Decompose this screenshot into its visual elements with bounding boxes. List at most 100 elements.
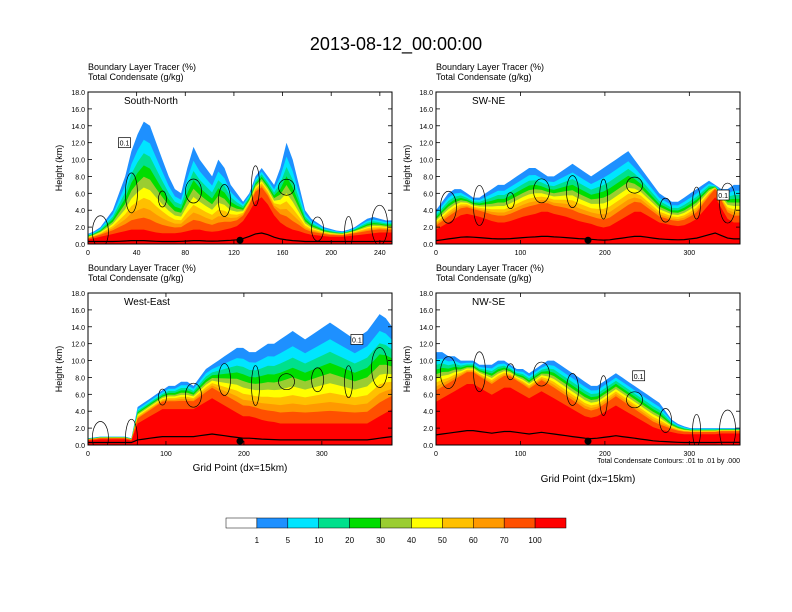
- x-tick-label: 0: [434, 250, 438, 257]
- x-tick-label: 0: [86, 451, 90, 458]
- x-tick-label: 0: [434, 451, 438, 458]
- y-tick-label: 12.0: [419, 141, 433, 148]
- panel-header-tracer: Boundary Layer Tracer (%): [88, 62, 196, 72]
- contour-label-text: 0.1: [718, 193, 728, 200]
- tracer-field: 0.1: [88, 314, 392, 445]
- panel-frame: [87, 292, 393, 446]
- y-tick-label: 10.0: [419, 158, 433, 165]
- panel-nw-se: Boundary Layer Tracer (%)Total Condensat…: [402, 263, 741, 485]
- y-tick-label: 12.0: [71, 141, 85, 148]
- x-tick-label: 200: [238, 451, 250, 458]
- y-tick-label: 18.0: [419, 90, 433, 97]
- condensate-contour: [566, 175, 579, 208]
- condensate-contour: [344, 216, 353, 244]
- contour-label-text: 0.1: [352, 337, 362, 344]
- y-tick-label: 6.0: [423, 392, 433, 399]
- y-axis-label: Height (km): [54, 346, 64, 393]
- panel-label: SW-NE: [472, 96, 505, 107]
- condensate-contour: [692, 414, 701, 445]
- contour-label-text: 0.1: [120, 141, 130, 148]
- tracer-band-10: [436, 197, 740, 244]
- condensate-contour: [533, 361, 550, 387]
- tracer-field: 0.1: [436, 151, 740, 244]
- colorbar: 1 5 10 20 30 40 50 60 70 100: [225, 517, 567, 545]
- tracer-band-9: [88, 187, 392, 244]
- tracer-band-10: [88, 197, 392, 244]
- x-tick-label: 240: [374, 250, 386, 257]
- condensate-contours: [92, 165, 388, 244]
- condensate-contour: [185, 382, 202, 408]
- y-tick-label: 14.0: [71, 124, 85, 131]
- y-tick-label: 2.0: [423, 225, 433, 232]
- y-tick-label: 18.0: [419, 291, 433, 298]
- condensate-contour: [626, 391, 643, 409]
- panel-header-tracer: Boundary Layer Tracer (%): [436, 263, 544, 273]
- y-tick-label: 8.0: [75, 174, 85, 181]
- contour-label-text: 0.1: [634, 374, 644, 381]
- y-tick-label: 14.0: [419, 325, 433, 332]
- contour-label-box: [632, 370, 646, 382]
- y-tick-label: 16.0: [71, 107, 85, 114]
- y-tick-label: 4.0: [75, 208, 85, 215]
- condensate-contour: [125, 172, 138, 214]
- colorbar-swatch: [411, 517, 443, 529]
- condensate-contour: [566, 373, 579, 406]
- colorbar-label: 70: [500, 536, 509, 545]
- x-tick-label: 300: [683, 250, 695, 257]
- colorbar-label: 30: [376, 536, 385, 545]
- tracer-band-10: [436, 384, 740, 445]
- location-marker: [584, 437, 592, 445]
- condensate-contour: [185, 178, 202, 204]
- panel-label: NW-SE: [472, 297, 505, 308]
- contour-label-box: [716, 189, 730, 201]
- condensate-contour: [506, 192, 515, 209]
- panel-frame: [435, 292, 741, 446]
- condensate-contour: [659, 408, 672, 433]
- condensate-contour: [659, 197, 672, 223]
- location-marker: [236, 236, 244, 244]
- colorbar-label: 20: [345, 536, 354, 545]
- condensate-contour: [473, 185, 486, 226]
- condensate-contour: [371, 347, 388, 388]
- x-tick-label: 100: [515, 250, 527, 257]
- panel-header-tracer: Boundary Layer Tracer (%): [88, 263, 196, 273]
- panel-sw-ne: Boundary Layer Tracer (%)Total Condensat…: [402, 62, 741, 257]
- condensate-contours: [440, 175, 736, 226]
- x-axis-label: Grid Point (dx=15km): [193, 463, 288, 474]
- y-tick-label: 14.0: [71, 325, 85, 332]
- location-marker: [584, 236, 592, 244]
- y-tick-label: 6.0: [75, 191, 85, 198]
- condensate-contour: [311, 367, 324, 393]
- condensate-contour: [278, 373, 295, 391]
- y-tick-label: 10.0: [71, 158, 85, 165]
- condensate-contour: [158, 190, 167, 208]
- condensate-contour: [218, 363, 231, 396]
- panel-frame: [87, 91, 393, 245]
- colorbar-label: 40: [407, 536, 416, 545]
- x-tick-label: 100: [515, 451, 527, 458]
- x-tick-label: 80: [181, 250, 189, 257]
- condensate-contour: [719, 182, 736, 224]
- y-tick-label: 0.0: [423, 242, 433, 249]
- figure-title: 2013-08-12_00:00:00: [310, 34, 482, 55]
- condensate-contour: [92, 421, 109, 445]
- tracer-field: 0.1: [88, 121, 392, 244]
- tracer-band-10: [88, 398, 392, 445]
- condensate-contour: [158, 388, 167, 406]
- tracer-field: 0.1: [436, 351, 740, 445]
- y-axis-label: Height (km): [402, 145, 412, 192]
- condensate-contour: [599, 375, 608, 416]
- y-tick-label: 14.0: [419, 124, 433, 131]
- y-tick-label: 4.0: [423, 409, 433, 416]
- colorbar-label: 60: [469, 536, 478, 545]
- y-axis-label: Height (km): [54, 145, 64, 192]
- x-tick-label: 160: [277, 250, 289, 257]
- condensate-contours: [92, 347, 388, 445]
- contour-label-box: [118, 137, 131, 149]
- y-tick-label: 0.0: [75, 242, 85, 249]
- colorbar-swatch: [225, 517, 258, 529]
- condensate-contour: [218, 184, 231, 217]
- y-tick-label: 10.0: [419, 359, 433, 366]
- y-tick-label: 2.0: [423, 426, 433, 433]
